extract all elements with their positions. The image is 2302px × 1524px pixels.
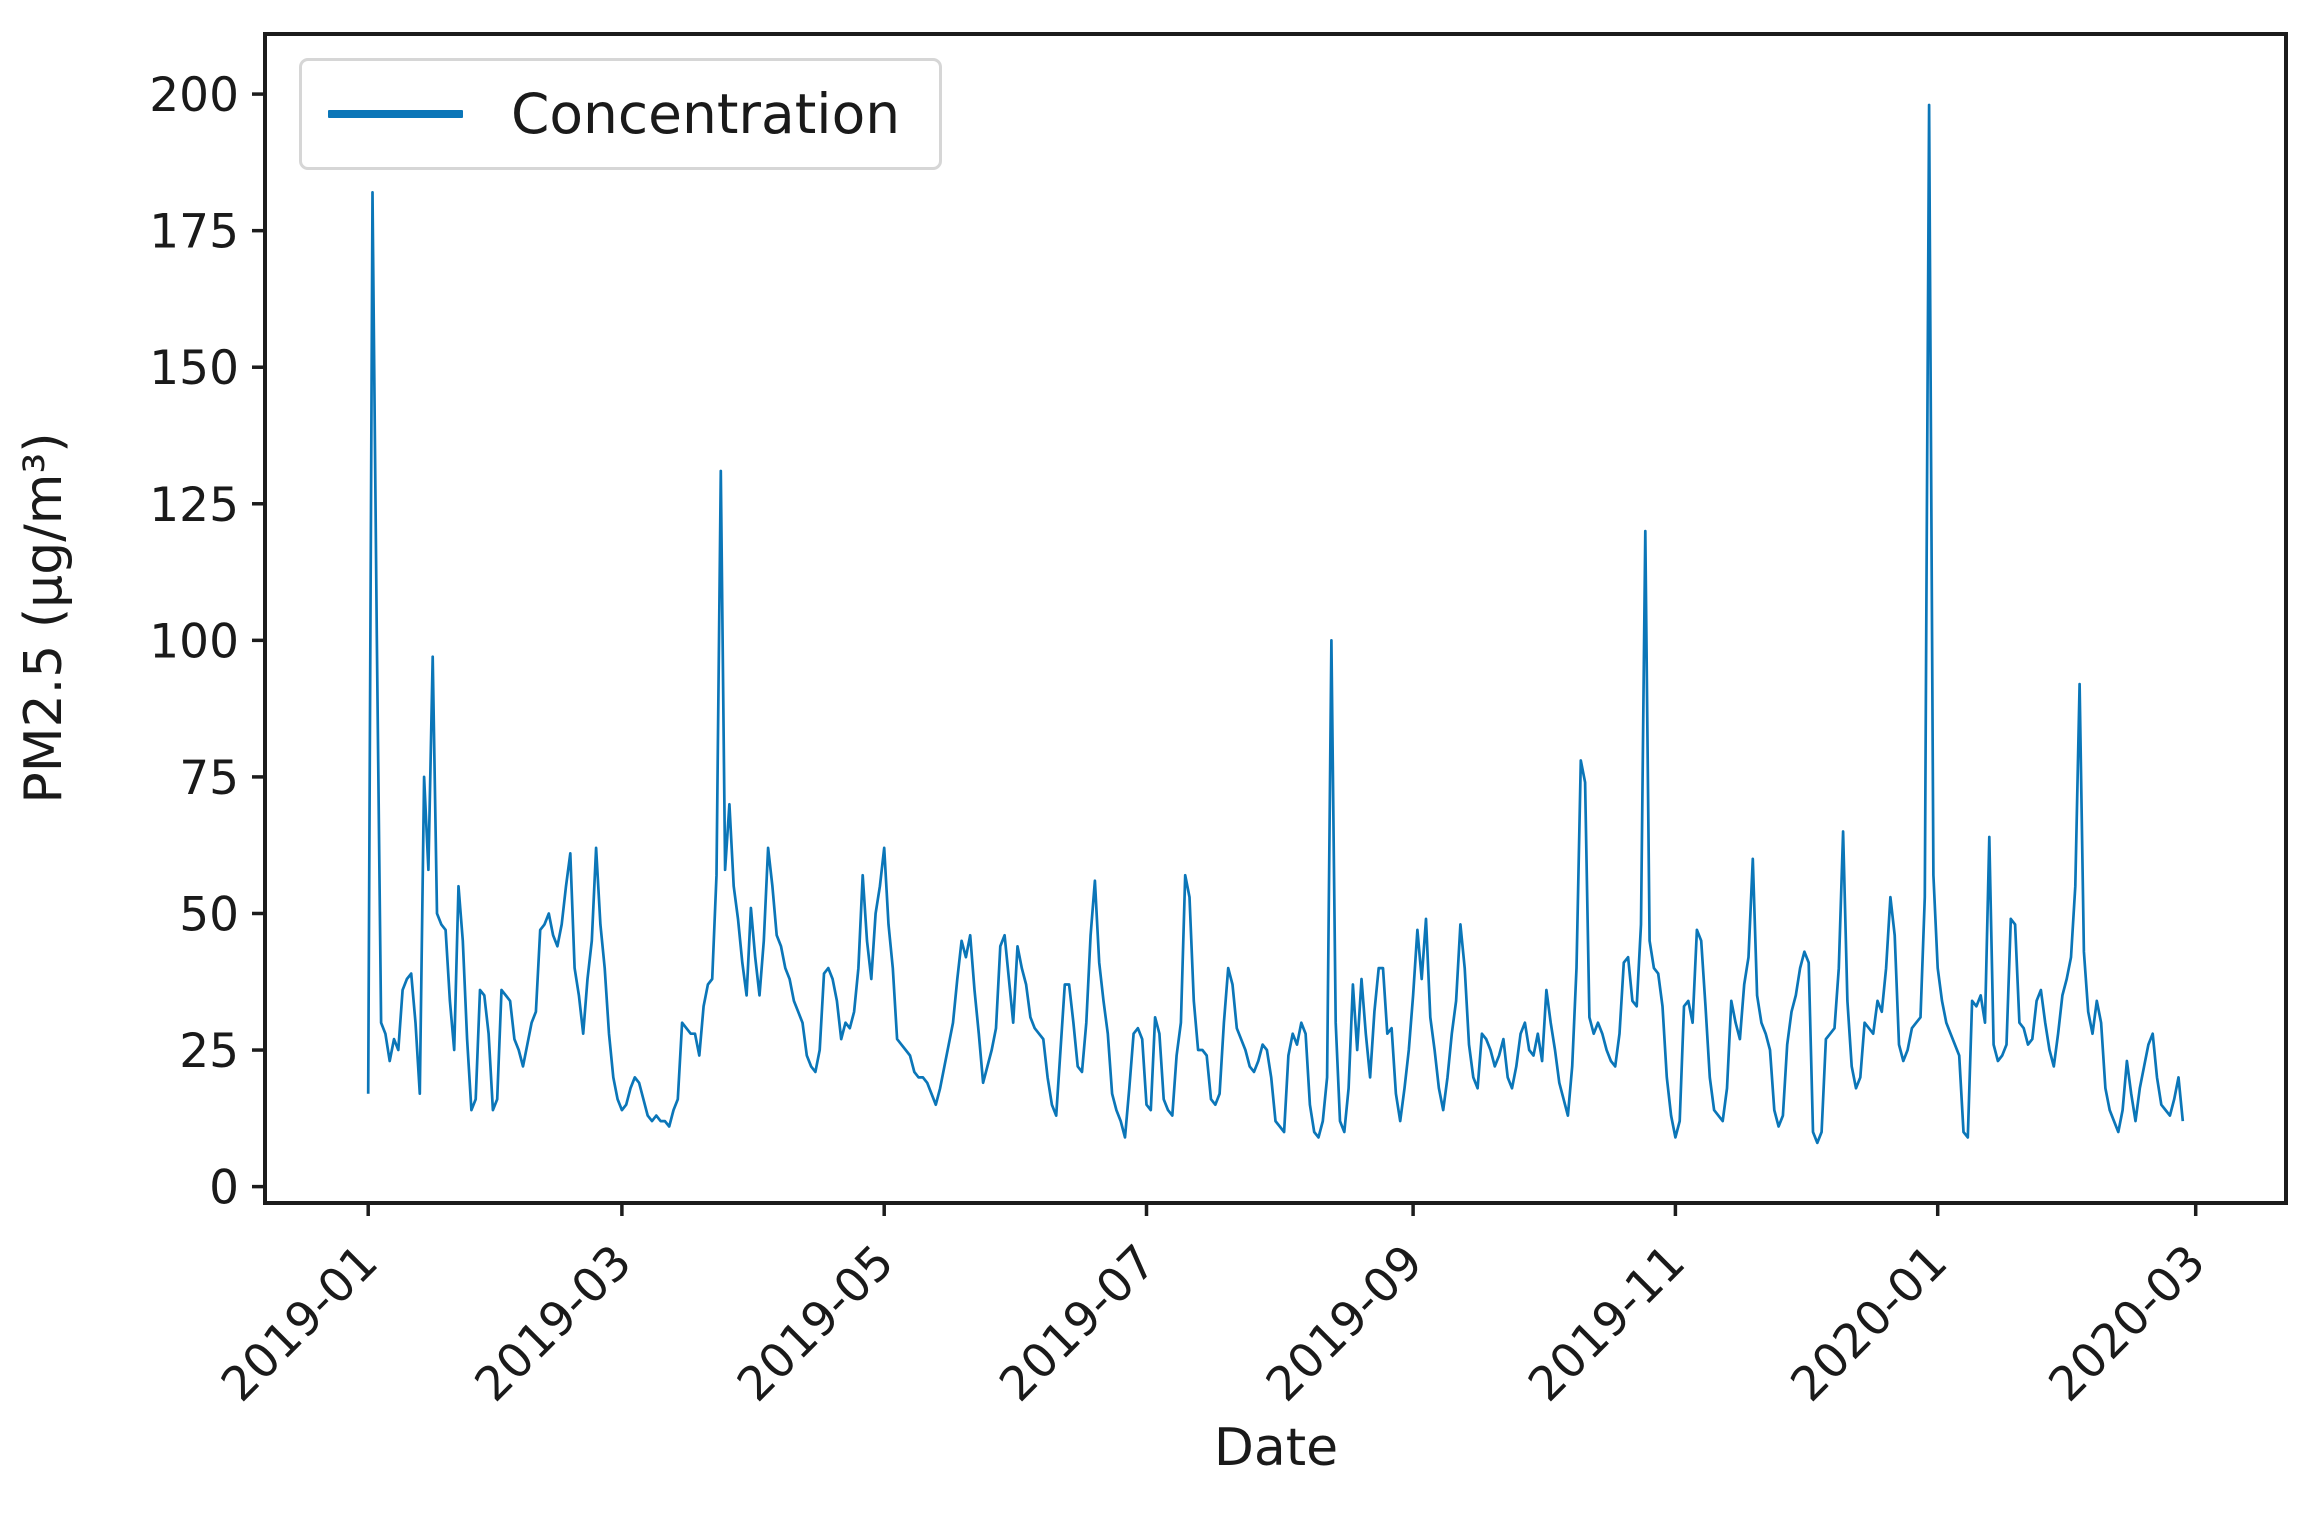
x-tick-label: 2019-07 [989,1235,1167,1413]
y-tick-label: 175 [149,205,239,260]
concentration-line [366,103,2185,1145]
y-tick-label: 100 [149,614,239,669]
axes-frame [263,32,2288,1205]
x-tick-label: 2019-11 [1518,1235,1696,1413]
y-tick-label: 0 [209,1161,239,1216]
x-tick-label: 2019-03 [465,1235,643,1413]
x-tick-label: 2020-01 [1780,1235,1958,1413]
x-axis-title: Date [1213,1418,1339,1478]
legend: Concentration [299,58,942,170]
y-axis-title: PM2.5 (µg/m³) [14,432,74,804]
y-tick-label: 125 [149,478,239,533]
x-tick-label: 2019-01 [211,1235,389,1413]
y-tick-label: 150 [149,341,239,396]
x-tick-label: 2019-05 [727,1235,905,1413]
x-tick-label: 2020-03 [2038,1235,2216,1413]
y-tick-label: 50 [179,887,239,942]
y-tick-label: 75 [179,751,239,806]
legend-label: Concentration [511,82,901,146]
y-tick-label: 200 [149,68,239,123]
legend-line-swatch [328,110,463,118]
y-tick-label: 25 [179,1024,239,1079]
x-tick-label: 2019-09 [1256,1235,1434,1413]
